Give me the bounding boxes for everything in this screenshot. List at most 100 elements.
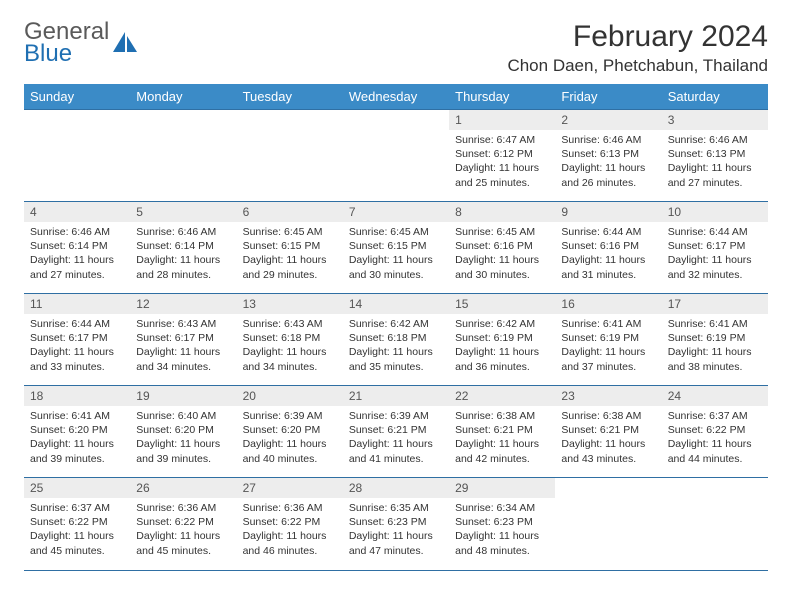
day-body: Sunrise: 6:46 AMSunset: 6:14 PMDaylight:… — [24, 222, 130, 286]
day-number: 24 — [662, 386, 768, 406]
day-cell — [555, 478, 661, 570]
week-row: 25Sunrise: 6:37 AMSunset: 6:22 PMDayligh… — [24, 478, 768, 570]
day-number: 17 — [662, 294, 768, 314]
daylight-line: Daylight: 11 hours and 26 minutes. — [561, 161, 655, 189]
sunrise-line: Sunrise: 6:45 AM — [349, 225, 443, 239]
sunrise-line: Sunrise: 6:44 AM — [30, 317, 124, 331]
day-cell: 2Sunrise: 6:46 AMSunset: 6:13 PMDaylight… — [555, 110, 661, 202]
daylight-line: Daylight: 11 hours and 36 minutes. — [455, 345, 549, 373]
day-number: 8 — [449, 202, 555, 222]
day-number: 1 — [449, 110, 555, 130]
day-number: 16 — [555, 294, 661, 314]
day-number: 7 — [343, 202, 449, 222]
day-body: Sunrise: 6:40 AMSunset: 6:20 PMDaylight:… — [130, 406, 236, 470]
page-title: February 2024 — [507, 20, 768, 54]
day-body: Sunrise: 6:46 AMSunset: 6:14 PMDaylight:… — [130, 222, 236, 286]
day-cell: 21Sunrise: 6:39 AMSunset: 6:21 PMDayligh… — [343, 386, 449, 478]
day-cell: 9Sunrise: 6:44 AMSunset: 6:16 PMDaylight… — [555, 202, 661, 294]
day-number: 10 — [662, 202, 768, 222]
day-body: Sunrise: 6:36 AMSunset: 6:22 PMDaylight:… — [237, 498, 343, 562]
day-cell: 10Sunrise: 6:44 AMSunset: 6:17 PMDayligh… — [662, 202, 768, 294]
day-body: Sunrise: 6:41 AMSunset: 6:19 PMDaylight:… — [662, 314, 768, 378]
sunrise-line: Sunrise: 6:46 AM — [561, 133, 655, 147]
sunrise-line: Sunrise: 6:36 AM — [136, 501, 230, 515]
day-body: Sunrise: 6:46 AMSunset: 6:13 PMDaylight:… — [662, 130, 768, 194]
day-body: Sunrise: 6:38 AMSunset: 6:21 PMDaylight:… — [449, 406, 555, 470]
day-body: Sunrise: 6:43 AMSunset: 6:17 PMDaylight:… — [130, 314, 236, 378]
daylight-line: Daylight: 11 hours and 38 minutes. — [668, 345, 762, 373]
daylight-line: Daylight: 11 hours and 48 minutes. — [455, 529, 549, 557]
title-block: February 2024 Chon Daen, Phetchabun, Tha… — [507, 20, 768, 76]
day-header: Thursday — [449, 84, 555, 110]
day-number: 14 — [343, 294, 449, 314]
sunset-line: Sunset: 6:14 PM — [30, 239, 124, 253]
day-cell: 25Sunrise: 6:37 AMSunset: 6:22 PMDayligh… — [24, 478, 130, 570]
day-number: 18 — [24, 386, 130, 406]
daylight-line: Daylight: 11 hours and 40 minutes. — [243, 437, 337, 465]
daylight-line: Daylight: 11 hours and 27 minutes. — [668, 161, 762, 189]
sunset-line: Sunset: 6:23 PM — [455, 515, 549, 529]
day-body: Sunrise: 6:42 AMSunset: 6:18 PMDaylight:… — [343, 314, 449, 378]
daylight-line: Daylight: 11 hours and 27 minutes. — [30, 253, 124, 281]
sunset-line: Sunset: 6:16 PM — [561, 239, 655, 253]
daylight-line: Daylight: 11 hours and 29 minutes. — [243, 253, 337, 281]
day-cell: 15Sunrise: 6:42 AMSunset: 6:19 PMDayligh… — [449, 294, 555, 386]
day-header: Saturday — [662, 84, 768, 110]
daylight-line: Daylight: 11 hours and 45 minutes. — [136, 529, 230, 557]
sunrise-line: Sunrise: 6:42 AM — [349, 317, 443, 331]
daylight-line: Daylight: 11 hours and 34 minutes. — [243, 345, 337, 373]
calendar-body: 1Sunrise: 6:47 AMSunset: 6:12 PMDaylight… — [24, 110, 768, 570]
day-number: 28 — [343, 478, 449, 498]
day-body: Sunrise: 6:45 AMSunset: 6:16 PMDaylight:… — [449, 222, 555, 286]
sunrise-line: Sunrise: 6:41 AM — [30, 409, 124, 423]
sunset-line: Sunset: 6:20 PM — [136, 423, 230, 437]
sunset-line: Sunset: 6:13 PM — [561, 147, 655, 161]
logo-line2: Blue — [24, 42, 109, 66]
day-body: Sunrise: 6:43 AMSunset: 6:18 PMDaylight:… — [237, 314, 343, 378]
day-body: Sunrise: 6:44 AMSunset: 6:17 PMDaylight:… — [662, 222, 768, 286]
day-cell: 26Sunrise: 6:36 AMSunset: 6:22 PMDayligh… — [130, 478, 236, 570]
day-cell: 18Sunrise: 6:41 AMSunset: 6:20 PMDayligh… — [24, 386, 130, 478]
daylight-line: Daylight: 11 hours and 45 minutes. — [30, 529, 124, 557]
sunset-line: Sunset: 6:12 PM — [455, 147, 549, 161]
location: Chon Daen, Phetchabun, Thailand — [507, 56, 768, 76]
sunrise-line: Sunrise: 6:47 AM — [455, 133, 549, 147]
sunset-line: Sunset: 6:22 PM — [30, 515, 124, 529]
sunset-line: Sunset: 6:15 PM — [243, 239, 337, 253]
sunrise-line: Sunrise: 6:41 AM — [561, 317, 655, 331]
day-cell: 6Sunrise: 6:45 AMSunset: 6:15 PMDaylight… — [237, 202, 343, 294]
sunrise-line: Sunrise: 6:41 AM — [668, 317, 762, 331]
daylight-line: Daylight: 11 hours and 28 minutes. — [136, 253, 230, 281]
day-number: 12 — [130, 294, 236, 314]
day-body: Sunrise: 6:42 AMSunset: 6:19 PMDaylight:… — [449, 314, 555, 378]
day-body: Sunrise: 6:39 AMSunset: 6:20 PMDaylight:… — [237, 406, 343, 470]
day-header: Monday — [130, 84, 236, 110]
sunrise-line: Sunrise: 6:46 AM — [30, 225, 124, 239]
sunset-line: Sunset: 6:17 PM — [136, 331, 230, 345]
daylight-line: Daylight: 11 hours and 32 minutes. — [668, 253, 762, 281]
sunrise-line: Sunrise: 6:45 AM — [243, 225, 337, 239]
day-body: Sunrise: 6:35 AMSunset: 6:23 PMDaylight:… — [343, 498, 449, 562]
daylight-line: Daylight: 11 hours and 33 minutes. — [30, 345, 124, 373]
day-cell: 27Sunrise: 6:36 AMSunset: 6:22 PMDayligh… — [237, 478, 343, 570]
day-cell: 12Sunrise: 6:43 AMSunset: 6:17 PMDayligh… — [130, 294, 236, 386]
daylight-line: Daylight: 11 hours and 37 minutes. — [561, 345, 655, 373]
sunrise-line: Sunrise: 6:44 AM — [561, 225, 655, 239]
day-body: Sunrise: 6:44 AMSunset: 6:17 PMDaylight:… — [24, 314, 130, 378]
sunrise-line: Sunrise: 6:43 AM — [243, 317, 337, 331]
sunset-line: Sunset: 6:21 PM — [561, 423, 655, 437]
day-body: Sunrise: 6:39 AMSunset: 6:21 PMDaylight:… — [343, 406, 449, 470]
sunset-line: Sunset: 6:17 PM — [668, 239, 762, 253]
day-cell: 13Sunrise: 6:43 AMSunset: 6:18 PMDayligh… — [237, 294, 343, 386]
sunrise-line: Sunrise: 6:37 AM — [668, 409, 762, 423]
day-cell: 20Sunrise: 6:39 AMSunset: 6:20 PMDayligh… — [237, 386, 343, 478]
day-body: Sunrise: 6:45 AMSunset: 6:15 PMDaylight:… — [237, 222, 343, 286]
day-number: 29 — [449, 478, 555, 498]
day-cell — [343, 110, 449, 202]
day-header: Sunday — [24, 84, 130, 110]
daylight-line: Daylight: 11 hours and 42 minutes. — [455, 437, 549, 465]
sunset-line: Sunset: 6:22 PM — [243, 515, 337, 529]
daylight-line: Daylight: 11 hours and 39 minutes. — [30, 437, 124, 465]
day-body: Sunrise: 6:47 AMSunset: 6:12 PMDaylight:… — [449, 130, 555, 194]
day-cell: 23Sunrise: 6:38 AMSunset: 6:21 PMDayligh… — [555, 386, 661, 478]
